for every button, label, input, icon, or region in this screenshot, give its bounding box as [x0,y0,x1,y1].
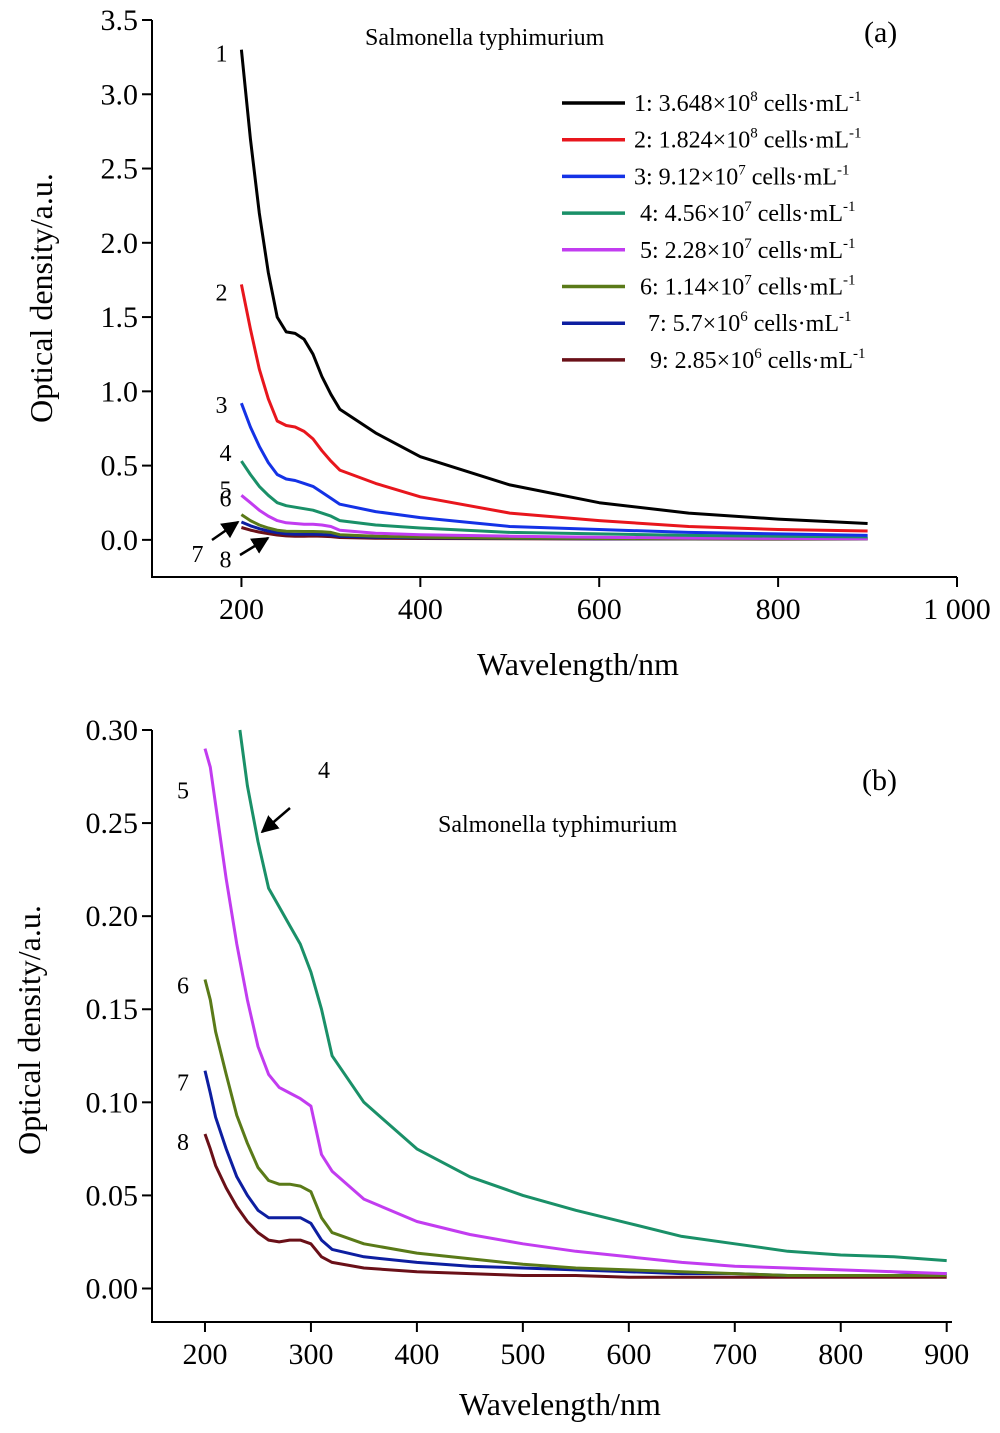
panel-a-y-axis-label: Optical density/a.u. [23,173,59,423]
x-tick-label: 900 [924,1338,969,1371]
legend-entry: 6: 1.14×107 cells·mL-1 [640,273,856,301]
y-tick-label: 0.5 [101,450,139,483]
panel-b-arrow-4 [260,807,291,834]
curve-label-2: 2 [215,280,227,306]
legend-entry: 7: 5.7×106 cells·mL-1 [648,309,852,337]
x-tick-label: 600 [606,1338,651,1371]
x-tick-label: 400 [394,1338,439,1371]
x-tick-label: 200 [219,593,264,626]
legend-entry: 2: 1.824×108 cells·mL-1 [634,126,862,154]
legend-entry: 3: 9.12×107 cells·mL-1 [634,162,850,190]
y-tick-label: 0.05 [86,1179,139,1212]
panel-a-series [239,49,868,541]
panel-a-legend: 1: 3.648×108 cells·mL-1 2: 1.824×108 cell… [562,89,866,374]
panel-b-curve-labels: 4 5 6 7 8 [177,758,330,1156]
curve-label-3: 3 [215,393,227,419]
series-line-2 [239,284,868,533]
series-line-8 [203,1133,947,1279]
y-tick-label: 0.0 [101,524,139,557]
panel-a-chart: 200 400 600 800 1 000 0.0 0.5 1.0 1.5 2.0 2.5 3.0 3.… [23,4,991,682]
y-tick-label: 0.00 [86,1272,139,1305]
y-tick-label: 0.25 [86,807,139,840]
x-tick-label: 400 [398,593,443,626]
y-tick-label: 2.5 [101,153,139,186]
y-tick-label: 1.5 [101,301,139,334]
panel-b-x-axis-label: Wavelength/nm [459,1386,661,1422]
legend-entry: 4: 4.56×107 cells·mL-1 [640,199,856,227]
x-tick-label: 800 [756,593,801,626]
x-tick-label: 600 [577,593,622,626]
panel-a-arrow-8 [239,536,270,557]
panel-b-y-axis-label: Optical density/a.u. [11,905,47,1155]
x-tick-label: 700 [712,1338,757,1371]
panel-b-axes-frame [151,730,952,1323]
curve-label-6: 6 [177,973,189,999]
panel-a-axes-frame [151,20,957,578]
panel-a-ticks: 200 400 600 800 1 000 0.0 0.5 1.0 1.5 2.0 2.5 3.0 3.… [101,4,991,626]
x-tick-label: 300 [288,1338,333,1371]
panel-a-title: Salmonella typhimurium [365,25,605,51]
curve-label-7: 7 [177,1071,189,1097]
x-tick-label: 500 [500,1338,545,1371]
y-tick-label: 0.10 [86,1086,139,1119]
series-line-4 [240,460,868,539]
panel-a-panel-label: (a) [864,16,897,49]
y-tick-label: 0.20 [86,900,139,933]
panel-b-series [203,729,947,1279]
curve-label-6: 6 [219,487,231,513]
panel-a-arrow-7 [211,520,240,542]
curve-label-7: 7 [191,542,203,568]
panel-b-ticks: 200 300 400 500 600 700 800 900 0.00 0.05 0.10 0.15… [86,714,970,1371]
series-line-7 [203,1070,947,1277]
x-tick-label: 800 [818,1338,863,1371]
legend-entry: 1: 3.648×108 cells·mL-1 [634,89,862,117]
series-line-5 [240,494,868,541]
x-tick-label: 1 000 [923,593,991,626]
legend-entry: 9: 2.85×106 cells·mL-1 [650,346,866,374]
y-tick-label: 1.0 [101,375,139,408]
curve-label-8: 8 [177,1130,189,1156]
curve-label-5: 5 [219,477,231,503]
panel-b-panel-label: (b) [862,764,897,797]
y-tick-label: 3.5 [101,4,139,37]
series-line-5 [203,748,947,1276]
series-line-1 [239,49,868,525]
y-tick-label: 0.15 [86,993,139,1026]
panel-b-title: Salmonella typhimurium [438,812,678,838]
curve-label-1: 1 [215,42,227,68]
y-tick-label: 2.0 [101,227,139,260]
series-line-4 [238,729,947,1263]
legend-entry: 5: 2.28×107 cells·mL-1 [640,236,856,264]
y-tick-label: 3.0 [101,78,139,111]
curve-label-8: 8 [219,548,231,574]
y-tick-label: 0.30 [86,714,139,747]
curve-label-5: 5 [177,779,189,805]
series-line-3 [239,402,868,537]
series-line-6 [203,979,947,1277]
x-tick-label: 200 [182,1338,227,1371]
curve-label-4: 4 [318,758,330,784]
panel-a-x-axis-label: Wavelength/nm [477,646,679,682]
curve-label-4: 4 [219,441,231,467]
panel-b-chart: 200 300 400 500 600 700 800 900 0.00 0.05 0.10 0.15… [11,714,969,1422]
